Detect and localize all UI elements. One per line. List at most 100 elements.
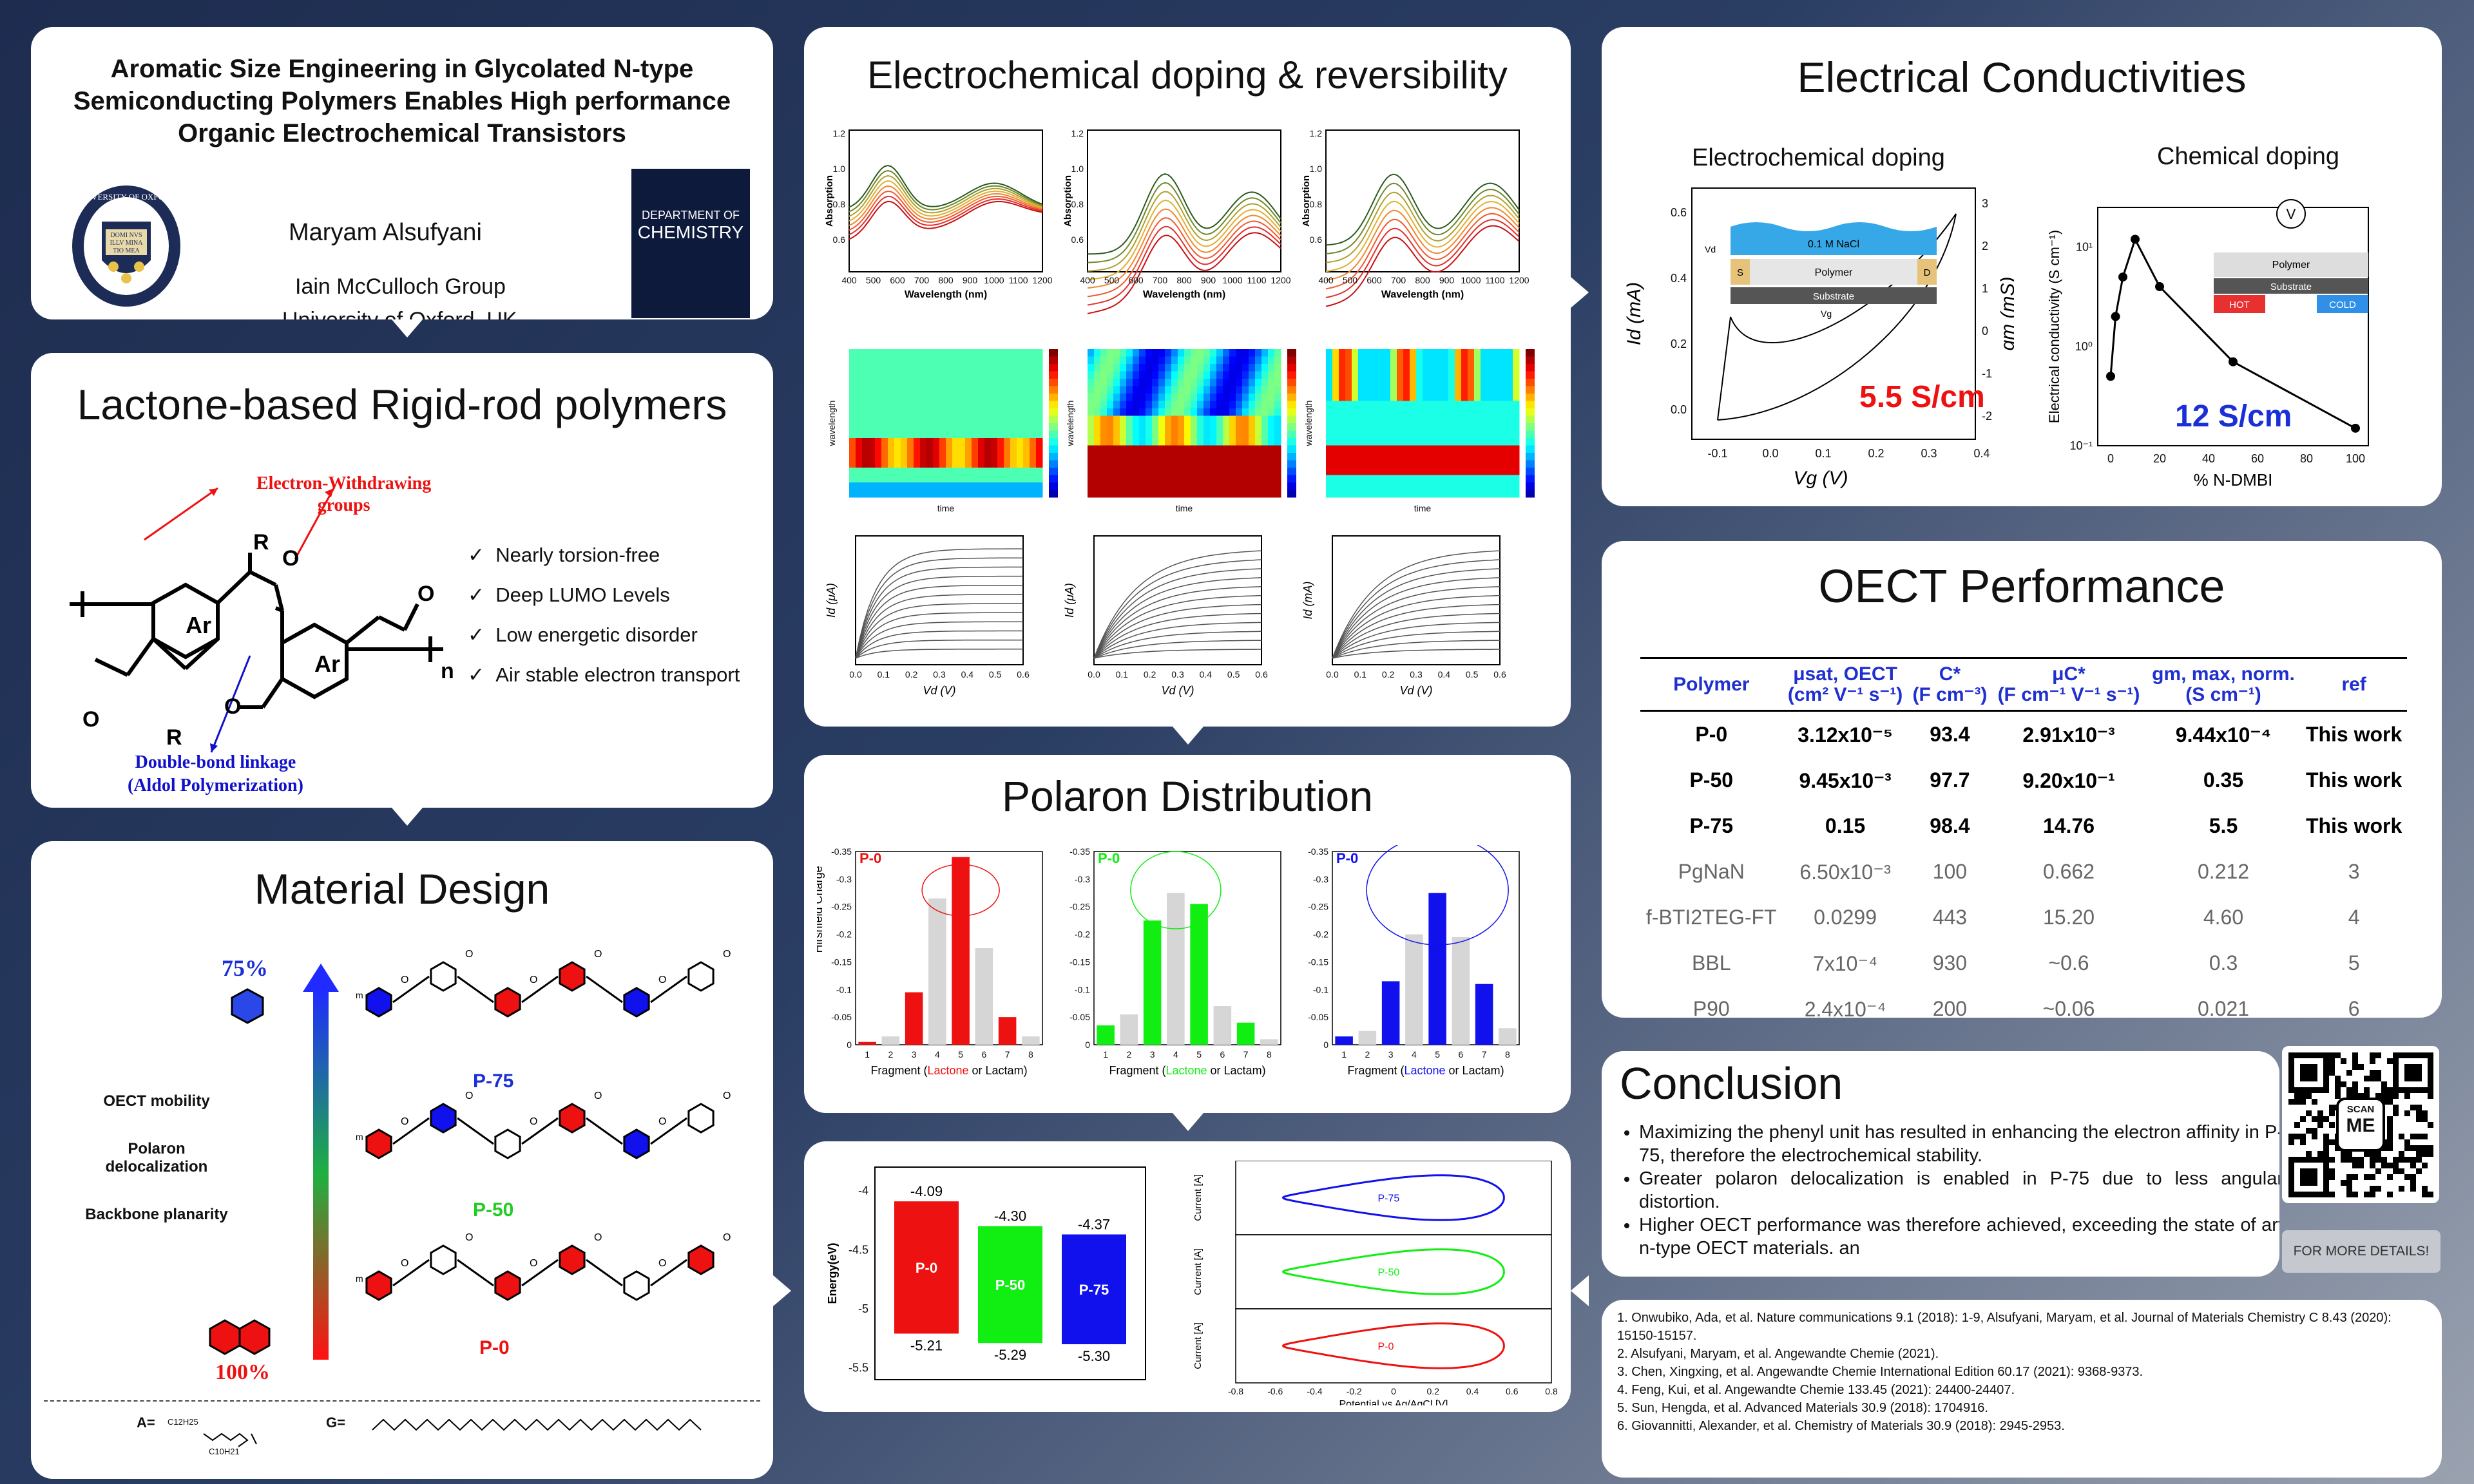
heatmap-cell — [1332, 349, 1339, 357]
qr-module — [2404, 1110, 2410, 1116]
heatmap-cell — [1107, 438, 1114, 446]
tick-label: -0.15 — [1308, 956, 1328, 967]
heatmap-cell — [1423, 490, 1430, 498]
colorbar-cell — [1049, 430, 1058, 439]
heatmap-cell — [1435, 475, 1443, 483]
heatmap-cell — [1100, 394, 1108, 401]
heatmap-cell — [1152, 482, 1159, 490]
heatmap-cell — [991, 468, 998, 475]
tick-label: 0.3 — [1410, 669, 1423, 680]
heatmap-cell — [1481, 438, 1488, 446]
heatmap-cell — [1010, 438, 1017, 446]
heatmap-cell — [1158, 423, 1165, 431]
heatmap-cell — [1365, 445, 1372, 453]
bar — [1120, 1014, 1138, 1045]
heatmap-cell — [1133, 371, 1140, 379]
heatmap-cell — [939, 386, 946, 394]
heatmap-cell — [1023, 445, 1030, 453]
heatmap-cell — [1429, 460, 1436, 468]
heatmap-cell — [1455, 430, 1462, 439]
heatmap-cell — [920, 423, 927, 431]
heatmap-cell — [1126, 415, 1133, 424]
heatmap-cell — [1448, 379, 1455, 386]
heatmap-cell — [991, 401, 998, 409]
heatmap-cell — [1030, 468, 1037, 475]
heatmap-cell — [1165, 490, 1172, 498]
qr-module — [2422, 1110, 2428, 1116]
heatmap-cell — [946, 356, 953, 365]
tick-label: 0.0 — [849, 669, 862, 680]
heatmap-cell — [1152, 401, 1159, 409]
heatmap-cell — [1229, 415, 1236, 424]
qr-module — [2300, 1099, 2306, 1105]
heatmap-cell — [1158, 445, 1165, 453]
heatmap-cell — [1358, 438, 1365, 446]
heatmap-cell — [1352, 453, 1359, 461]
heatmap-cell — [1203, 364, 1211, 372]
output-curve — [1332, 604, 1501, 659]
heatmap-cell — [1268, 468, 1275, 475]
heatmap-cell — [1017, 482, 1024, 490]
heatmap-cell — [1126, 460, 1133, 468]
qr-card[interactable]: SCAN ME FOR MORE DETAILS! — [2279, 1046, 2443, 1278]
heatmap-cell — [1365, 453, 1372, 461]
heatmap-cell — [1274, 401, 1281, 409]
qr-module — [2375, 1093, 2381, 1099]
heatmap-cell — [952, 356, 959, 365]
plot-frame — [855, 851, 1043, 1045]
heatmap-cell — [1255, 386, 1262, 394]
qr-module — [2387, 1163, 2393, 1168]
heatmap-cell — [959, 349, 966, 357]
heatmap-cell — [1513, 415, 1520, 424]
heatmap-cell — [1345, 475, 1352, 483]
heatmap-cell — [901, 430, 908, 439]
heatmap-cell — [1352, 371, 1359, 379]
heatmap-cell — [1513, 460, 1520, 468]
heatmap-cell — [1088, 423, 1095, 431]
qr-module — [2416, 1168, 2422, 1174]
heatmap-cell — [1384, 468, 1391, 475]
heatmap-cell — [862, 349, 869, 357]
svg-text:O: O — [417, 582, 434, 606]
heatmap-cell — [984, 460, 992, 468]
axis-label-part: Fragment ( — [1109, 1064, 1165, 1077]
heatmap-cell — [868, 445, 876, 453]
heatmap-cell — [1423, 349, 1430, 357]
table-row: P-50 9.45x10⁻³ 97.7 9.20x10⁻¹ 0.35 This work — [1640, 757, 2407, 803]
heatmap-cell — [1017, 453, 1024, 461]
heatmap-cell — [1261, 482, 1269, 490]
heatmap-cell — [1461, 490, 1468, 498]
heatmap-cell — [1513, 482, 1520, 490]
tick-label: 0.1 — [1354, 669, 1367, 680]
heatmap-cell — [1345, 408, 1352, 416]
heatmap-cell — [1165, 460, 1172, 468]
heatmap-cell — [1429, 386, 1436, 394]
heatmap-cell — [926, 379, 934, 386]
heatmap-cell — [1146, 445, 1153, 453]
chain-bond — [457, 975, 494, 1004]
qr-module — [2410, 1174, 2416, 1180]
heatmap-cell — [1223, 356, 1230, 365]
heatmap-cell — [1100, 401, 1108, 409]
heatmap-cell — [959, 460, 966, 468]
heatmap-cell — [1030, 490, 1037, 498]
heatmap-cell — [959, 438, 966, 446]
tick-label: 0.0 — [1762, 447, 1778, 460]
heatmap-cell — [888, 438, 895, 446]
qr-module — [2428, 1145, 2433, 1151]
colorbar-cell — [1049, 468, 1058, 475]
heatmap-cell — [1203, 371, 1211, 379]
qr-caption[interactable]: FOR MORE DETAILS! — [2282, 1230, 2440, 1273]
qr-code[interactable]: SCAN ME — [2282, 1046, 2439, 1203]
heatmap-cell — [1184, 408, 1191, 416]
heatmap-cell — [1100, 490, 1108, 498]
heatmap-cell — [1094, 415, 1101, 424]
heatmap-cell — [1461, 379, 1468, 386]
heatmap-cell — [1120, 445, 1127, 453]
heatmap-cell — [959, 423, 966, 431]
qr-module — [2410, 1163, 2416, 1168]
tick-label: 1 — [1103, 1049, 1108, 1060]
chart-title: P-0 — [1098, 850, 1120, 866]
